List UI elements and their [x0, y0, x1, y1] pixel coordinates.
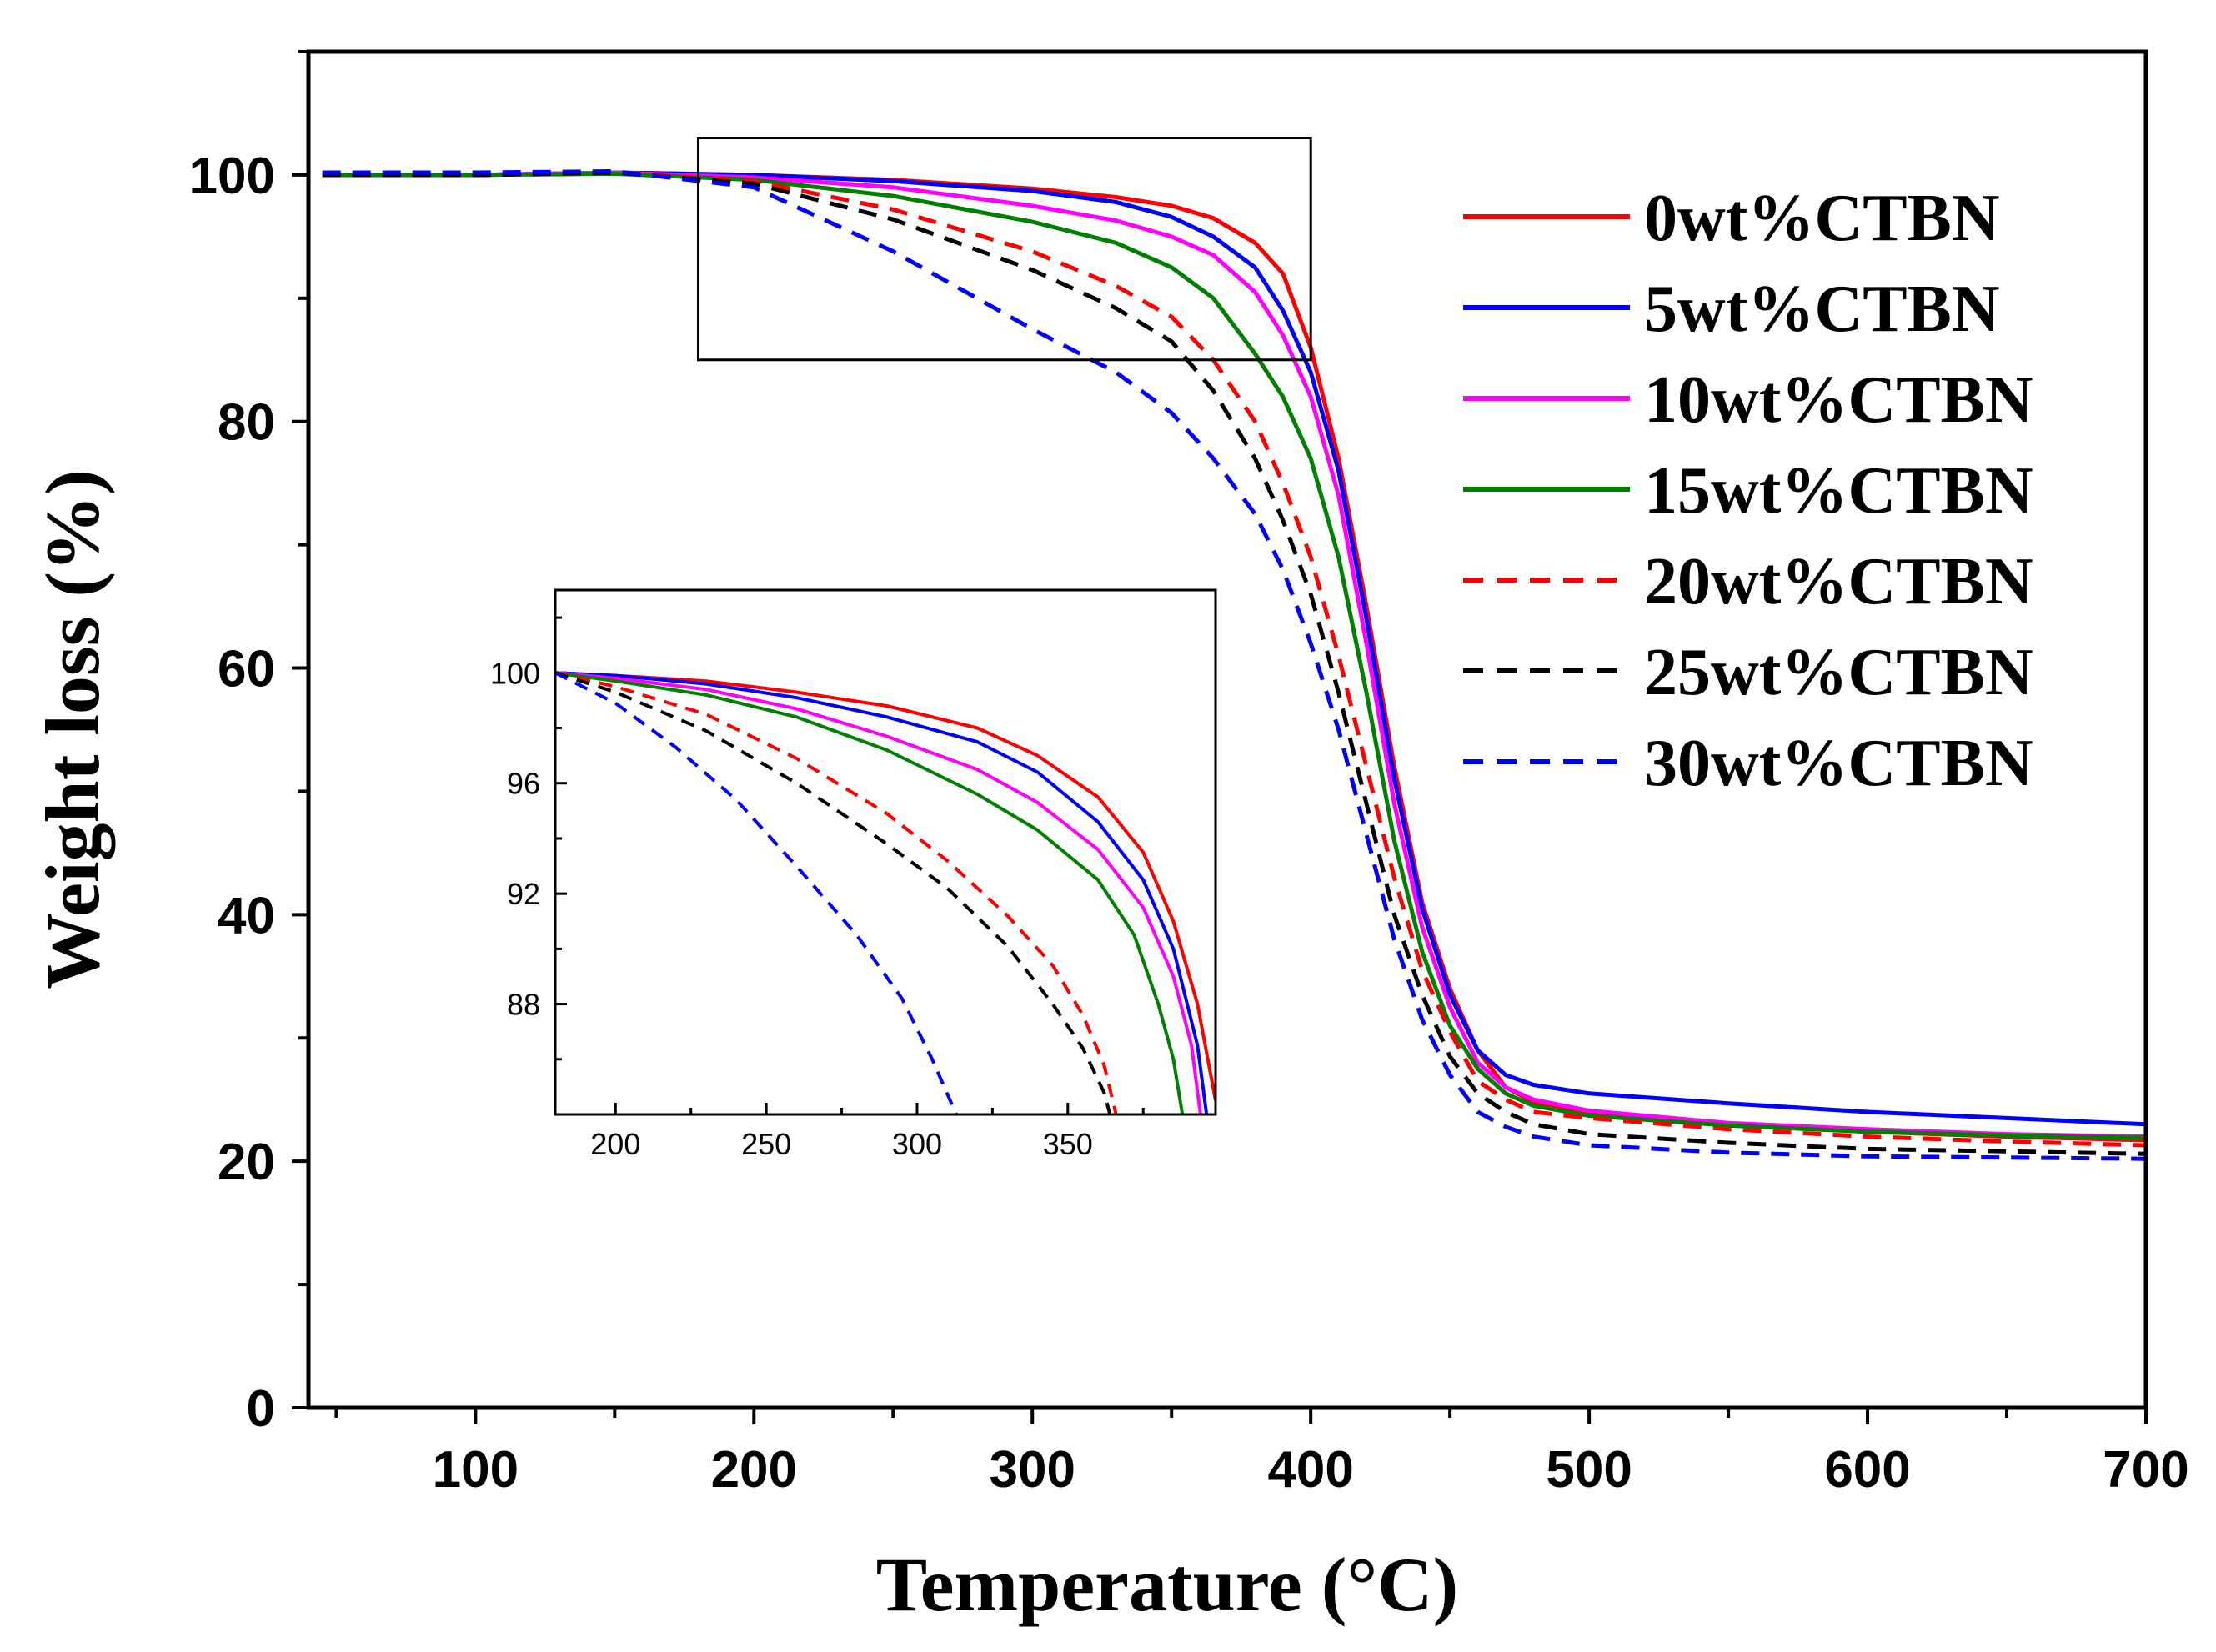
series-line-15wtpctctbn	[322, 171, 2146, 1140]
inset-x-tick-label-200: 200	[590, 1127, 640, 1161]
zoom-region-box	[697, 137, 1312, 362]
x-tick-label-700: 700	[2103, 1441, 2188, 1499]
series-line-10wtpctctbn	[322, 170, 2146, 1139]
main-tick-labels: 100 200 300 400 500 600 700 0 20 40 60 80 100	[189, 148, 2189, 1499]
inset-x-tick-label-350: 350	[1043, 1127, 1093, 1161]
series-line-30wtpctctbn	[322, 169, 2146, 1161]
inset-series-group	[555, 671, 1216, 1114]
inset-y-tick-label-100: 100	[490, 656, 540, 690]
legend-label-5wtpctctbn: 5wt%CTBN	[1644, 273, 2000, 346]
inset-tick-labels: 200 250 300 350 88 92 96 100	[490, 656, 1093, 1161]
x-tick-label-500: 500	[1546, 1441, 1632, 1499]
inset-series-line-5wtpctctbn	[555, 671, 1209, 1114]
inset-series-line-20wtpctctbn	[555, 671, 1118, 1114]
y-tick-label-0: 0	[247, 1380, 275, 1438]
inset-background	[555, 590, 1216, 1114]
legend-label-0wtpctctbn: 0wt%CTBN	[1644, 182, 2000, 255]
inset-y-tick-label-92: 92	[507, 877, 540, 911]
legend-label-15wtpctctbn: 15wt%CTBN	[1644, 454, 2033, 528]
x-tick-label-600: 600	[1824, 1441, 1910, 1499]
y-axis-title: Weight loss (%)	[30, 469, 115, 989]
inset-y-tick-label-88: 88	[507, 988, 540, 1022]
legend: 0wt%CTBN 5wt%CTBN 10wt%CTBN 15wt%CTBN 20wt%C…	[1463, 182, 2033, 800]
inset-plot-frame	[554, 588, 1217, 1116]
main-series-group	[322, 169, 2146, 1161]
inset-y-tick-label-96: 96	[507, 767, 540, 801]
x-tick-label-100: 100	[433, 1441, 519, 1499]
main-plot-frame	[306, 49, 2148, 1410]
inset-x-tick-label-300: 300	[892, 1127, 942, 1161]
y-tick-label-20: 20	[218, 1134, 275, 1191]
series-line-5wtpctctbn	[322, 170, 2146, 1127]
legend-label-30wtpctctbn: 30wt%CTBN	[1644, 727, 2033, 800]
series-line-25wtpctctbn	[322, 170, 2146, 1156]
inset-x-tick-label-250: 250	[741, 1127, 791, 1161]
y-tick-label-80: 80	[218, 394, 275, 452]
inset-series-line-0wtpctctbn	[555, 671, 1216, 1101]
x-axis-title: Temperature (°C)	[876, 1542, 1459, 1627]
series-line-20wtpctctbn	[322, 170, 2146, 1148]
legend-label-20wtpctctbn: 20wt%CTBN	[1644, 545, 2033, 618]
inset-series-line-30wtpctctbn	[555, 671, 958, 1114]
x-tick-label-200: 200	[711, 1441, 797, 1499]
x-tick-label-400: 400	[1267, 1441, 1353, 1499]
y-tick-label-60: 60	[218, 641, 275, 698]
inset-series-line-10wtpctctbn	[555, 671, 1202, 1114]
y-tick-label-100: 100	[189, 148, 275, 205]
legend-label-10wtpctctbn: 10wt%CTBN	[1644, 363, 2033, 437]
y-tick-label-40: 40	[218, 887, 275, 944]
inset-series-line-15wtpctctbn	[555, 671, 1185, 1114]
x-tick-label-300: 300	[990, 1441, 1075, 1499]
legend-label-25wtpctctbn: 25wt%CTBN	[1644, 636, 2033, 709]
inset-series-line-25wtpctctbn	[555, 671, 1112, 1114]
